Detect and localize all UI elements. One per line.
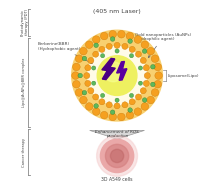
Circle shape [94, 43, 98, 48]
Text: Photodynamic
therapy (PDT): Photodynamic therapy (PDT) [20, 9, 29, 36]
Circle shape [101, 32, 108, 40]
Text: Cancer therapy: Cancer therapy [23, 138, 26, 167]
Circle shape [151, 82, 155, 87]
Circle shape [99, 99, 105, 105]
Circle shape [142, 49, 147, 53]
Circle shape [129, 46, 135, 52]
Circle shape [129, 54, 134, 58]
Circle shape [88, 46, 146, 105]
Circle shape [114, 42, 120, 48]
Polygon shape [90, 130, 145, 139]
Circle shape [118, 30, 125, 38]
Circle shape [154, 81, 161, 88]
Circle shape [135, 51, 141, 57]
Circle shape [92, 66, 96, 70]
Text: Berberine(BBR)
(Hydrophobic agent): Berberine(BBR) (Hydrophobic agent) [38, 42, 92, 64]
Circle shape [101, 93, 105, 98]
Circle shape [151, 64, 155, 69]
Circle shape [126, 111, 134, 119]
Circle shape [129, 93, 134, 98]
Circle shape [94, 104, 98, 108]
Circle shape [118, 113, 125, 121]
Circle shape [72, 72, 79, 79]
Circle shape [106, 102, 112, 108]
Text: Liposome(Lipo): Liposome(Lipo) [167, 74, 199, 78]
Circle shape [115, 49, 119, 53]
Circle shape [85, 103, 93, 110]
Circle shape [73, 63, 80, 71]
Circle shape [97, 56, 137, 95]
Circle shape [99, 46, 105, 52]
Circle shape [144, 73, 150, 79]
Circle shape [75, 55, 83, 63]
Circle shape [142, 98, 147, 102]
Circle shape [80, 47, 87, 55]
Circle shape [105, 144, 129, 168]
Circle shape [88, 57, 94, 64]
Circle shape [75, 89, 83, 96]
Circle shape [115, 98, 119, 102]
Circle shape [141, 41, 149, 49]
Circle shape [93, 51, 99, 57]
Circle shape [84, 73, 90, 79]
Circle shape [92, 36, 100, 43]
Circle shape [147, 96, 154, 104]
Circle shape [151, 55, 159, 63]
Text: Lipo@AuNPs@BBR complex: Lipo@AuNPs@BBR complex [23, 58, 26, 107]
Polygon shape [117, 61, 127, 80]
Circle shape [109, 30, 117, 38]
Circle shape [88, 88, 94, 94]
Circle shape [143, 65, 149, 71]
Circle shape [134, 108, 142, 115]
Circle shape [109, 113, 117, 121]
Circle shape [143, 80, 149, 86]
Circle shape [110, 110, 115, 115]
Circle shape [155, 72, 162, 79]
Circle shape [72, 30, 162, 121]
Circle shape [73, 81, 80, 88]
Text: Gold nanoparticles (AuNPs)
(Hydrophilic agent): Gold nanoparticles (AuNPs) (Hydrophilic … [135, 33, 191, 58]
Text: (405 nm Laser): (405 nm Laser) [93, 9, 141, 13]
Circle shape [141, 103, 149, 110]
Circle shape [122, 43, 128, 49]
Circle shape [101, 111, 108, 119]
Circle shape [92, 81, 96, 85]
Circle shape [122, 102, 128, 108]
Circle shape [93, 94, 99, 100]
Circle shape [76, 34, 159, 117]
Circle shape [92, 108, 100, 115]
Circle shape [110, 149, 124, 163]
Circle shape [80, 96, 87, 104]
Circle shape [134, 36, 142, 43]
Circle shape [138, 81, 143, 85]
Polygon shape [102, 58, 115, 80]
Text: Enhancement of ROS
production: Enhancement of ROS production [95, 130, 139, 139]
Circle shape [82, 56, 87, 61]
Circle shape [101, 54, 105, 58]
Circle shape [147, 47, 154, 55]
Circle shape [85, 41, 93, 49]
Circle shape [106, 43, 112, 49]
Circle shape [78, 73, 83, 78]
Circle shape [135, 94, 141, 100]
Circle shape [154, 63, 161, 71]
Circle shape [82, 91, 87, 95]
Circle shape [140, 57, 146, 64]
Circle shape [110, 37, 115, 41]
Circle shape [129, 99, 135, 105]
Circle shape [128, 39, 132, 43]
Circle shape [128, 108, 132, 112]
Circle shape [85, 65, 91, 71]
Circle shape [114, 103, 120, 109]
Circle shape [85, 80, 91, 86]
Text: 3D A549 cells: 3D A549 cells [101, 177, 133, 182]
Circle shape [103, 62, 123, 82]
Circle shape [101, 139, 134, 173]
Circle shape [126, 32, 134, 40]
Circle shape [151, 89, 159, 96]
Circle shape [97, 136, 138, 176]
Circle shape [140, 88, 146, 94]
Circle shape [138, 66, 143, 70]
